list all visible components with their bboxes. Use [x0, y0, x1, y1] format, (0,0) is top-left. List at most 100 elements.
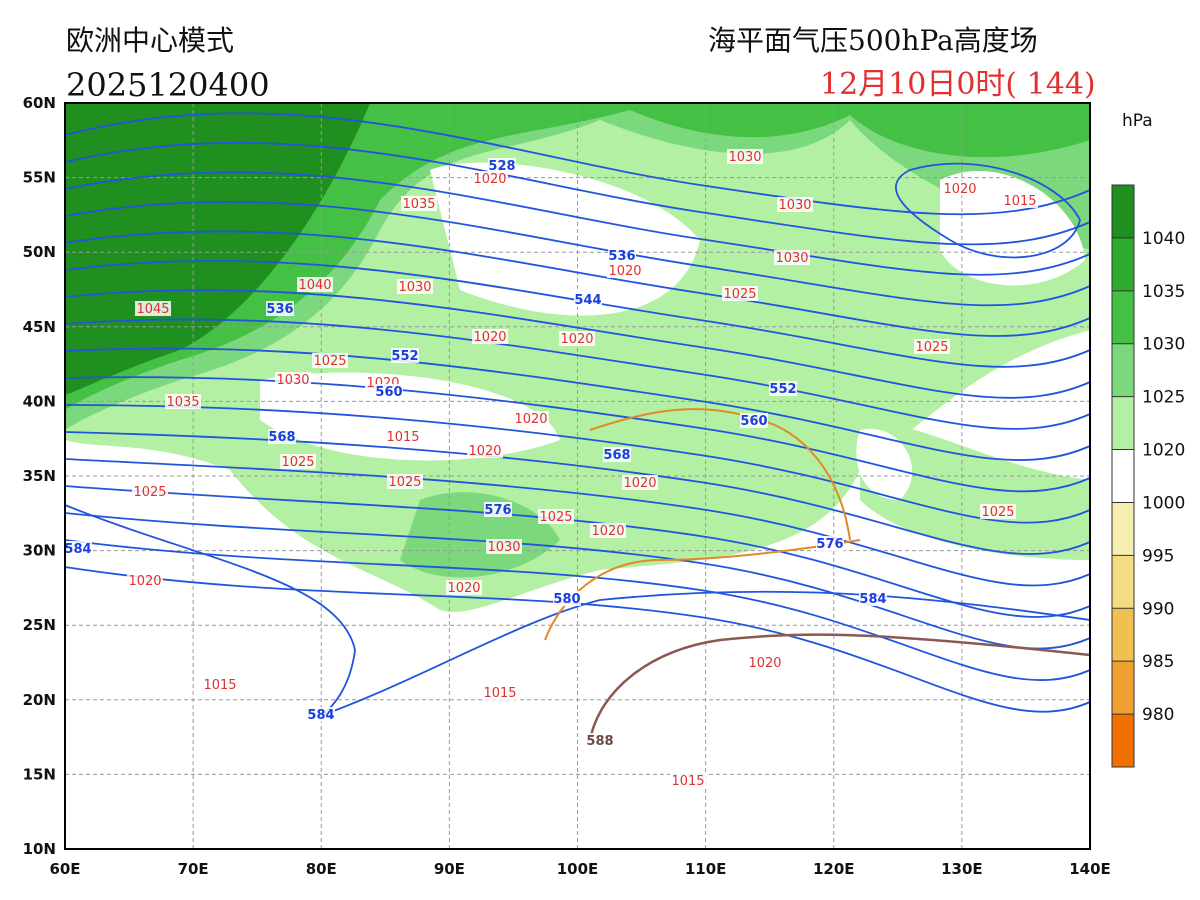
- label-box: [590, 523, 626, 538]
- colorbar-label: 1025: [1142, 388, 1185, 408]
- pressure-label: 1015: [1003, 194, 1036, 209]
- lat-label: 25N: [23, 616, 56, 634]
- label-box: [1002, 193, 1038, 208]
- label-box: [268, 429, 296, 444]
- label-box: [401, 196, 437, 211]
- label-box: [722, 286, 758, 301]
- contour-labels: 1045 1040 1035 1030 1025 1030 1020 1035 1025 1025…: [64, 149, 1038, 789]
- colorbar-segment: [1112, 714, 1134, 768]
- colorbar-segment: [1112, 502, 1134, 556]
- height-contour: [64, 230, 1091, 337]
- label-box: [312, 353, 348, 368]
- colorbar-segment: [1112, 661, 1134, 715]
- lon-label: 70E: [178, 860, 209, 878]
- colorbar-segment: [1112, 185, 1134, 239]
- height-label: 576: [484, 503, 511, 518]
- pressure-label: 1035: [166, 395, 199, 410]
- label-box: [603, 447, 631, 462]
- label-box: [64, 541, 92, 556]
- colorbar-label: 990: [1142, 599, 1174, 619]
- pressure-label: 1020: [748, 656, 781, 671]
- lon-label: 100E: [557, 860, 599, 878]
- height-label: 552: [769, 382, 796, 397]
- lon-label: 110E: [685, 860, 727, 878]
- label-box: [769, 381, 797, 396]
- valid-time: 12月10日0时( 144): [820, 67, 1096, 102]
- map-frame: [64, 102, 1091, 850]
- pressure-label: 1040: [298, 278, 331, 293]
- height-contour: [64, 512, 1091, 650]
- lat-label: 30N: [23, 542, 56, 560]
- lat-label: 10N: [23, 840, 56, 858]
- pressure-label: 1030: [728, 150, 761, 165]
- colorbar-label: 985: [1142, 652, 1174, 672]
- pressure-label: 1020: [468, 444, 501, 459]
- height-label: 544: [574, 293, 601, 308]
- height-contour: [64, 259, 1091, 368]
- label-box: [670, 773, 706, 788]
- label-box: [375, 384, 403, 399]
- label-box: [740, 413, 768, 428]
- pressure-label: 1025: [281, 455, 314, 470]
- init-time: 2025120400: [66, 66, 270, 104]
- height-label: 536: [608, 249, 635, 264]
- fill-1020-east: [860, 420, 1090, 560]
- pressure-label: 1030: [775, 251, 808, 266]
- lon-label: 90E: [434, 860, 465, 878]
- label-box: [467, 443, 503, 458]
- pressure-label: 1020: [128, 574, 161, 589]
- label-box: [484, 502, 512, 517]
- pressure-label: 1020: [473, 172, 506, 187]
- colorbar: hPa 1040 1035 1030 1025 1020 1000 995 990 985 980: [1111, 111, 1185, 768]
- label-box: [202, 677, 238, 692]
- height-label: 528: [488, 159, 515, 174]
- colorbar-segment: [1112, 237, 1134, 292]
- pressure-label: 1025: [388, 475, 421, 490]
- fill-white-patches: [260, 162, 1085, 500]
- pressure-label: 1030: [487, 540, 520, 555]
- height-contour: [895, 162, 1081, 259]
- pressure-label: 1025: [133, 485, 166, 500]
- colorbar-segment: [1112, 343, 1134, 398]
- lat-label: 45N: [23, 318, 56, 336]
- height-contour: [64, 200, 1091, 307]
- lat-label: 60N: [23, 94, 56, 112]
- label-box: [488, 158, 516, 173]
- fill-plateau: [400, 492, 560, 578]
- lat-label: 20N: [23, 691, 56, 709]
- lon-label: 80E: [306, 860, 337, 878]
- label-box: [538, 509, 574, 524]
- label-box: [574, 292, 602, 307]
- label-box: [559, 331, 595, 346]
- label-box: [127, 573, 163, 588]
- height-contour: [64, 171, 1091, 276]
- label-box: [607, 263, 643, 278]
- lon-label: 140E: [1069, 860, 1111, 878]
- height-label: 584: [307, 708, 334, 723]
- height-contours: [64, 112, 1091, 717]
- label-box: [266, 301, 294, 316]
- pressure-label: 1020: [591, 524, 624, 539]
- lat-label: 15N: [23, 765, 56, 783]
- label-box: [513, 411, 549, 426]
- label-box: [280, 454, 316, 469]
- pressure-label: 1020: [623, 476, 656, 491]
- label-box: [486, 539, 522, 554]
- pressure-label: 1020: [943, 182, 976, 197]
- height-label: 552: [391, 349, 418, 364]
- height-contour: [64, 566, 1091, 713]
- pressure-label: 1015: [203, 678, 236, 693]
- label-box: [777, 197, 813, 212]
- lon-label: 130E: [941, 860, 983, 878]
- map-area: 1045 1040 1035 1030 1025 1030 1020 1035 1025 1025…: [64, 102, 1091, 850]
- height-contour: [64, 485, 1091, 618]
- height-label: 568: [268, 430, 295, 445]
- height-contour: [64, 458, 1091, 587]
- label-box: [622, 475, 658, 490]
- height-contour: [64, 318, 1091, 430]
- contour-588: [588, 633, 1091, 741]
- height-contour: [64, 289, 1091, 399]
- label-box: [275, 372, 311, 387]
- label-box: [397, 279, 433, 294]
